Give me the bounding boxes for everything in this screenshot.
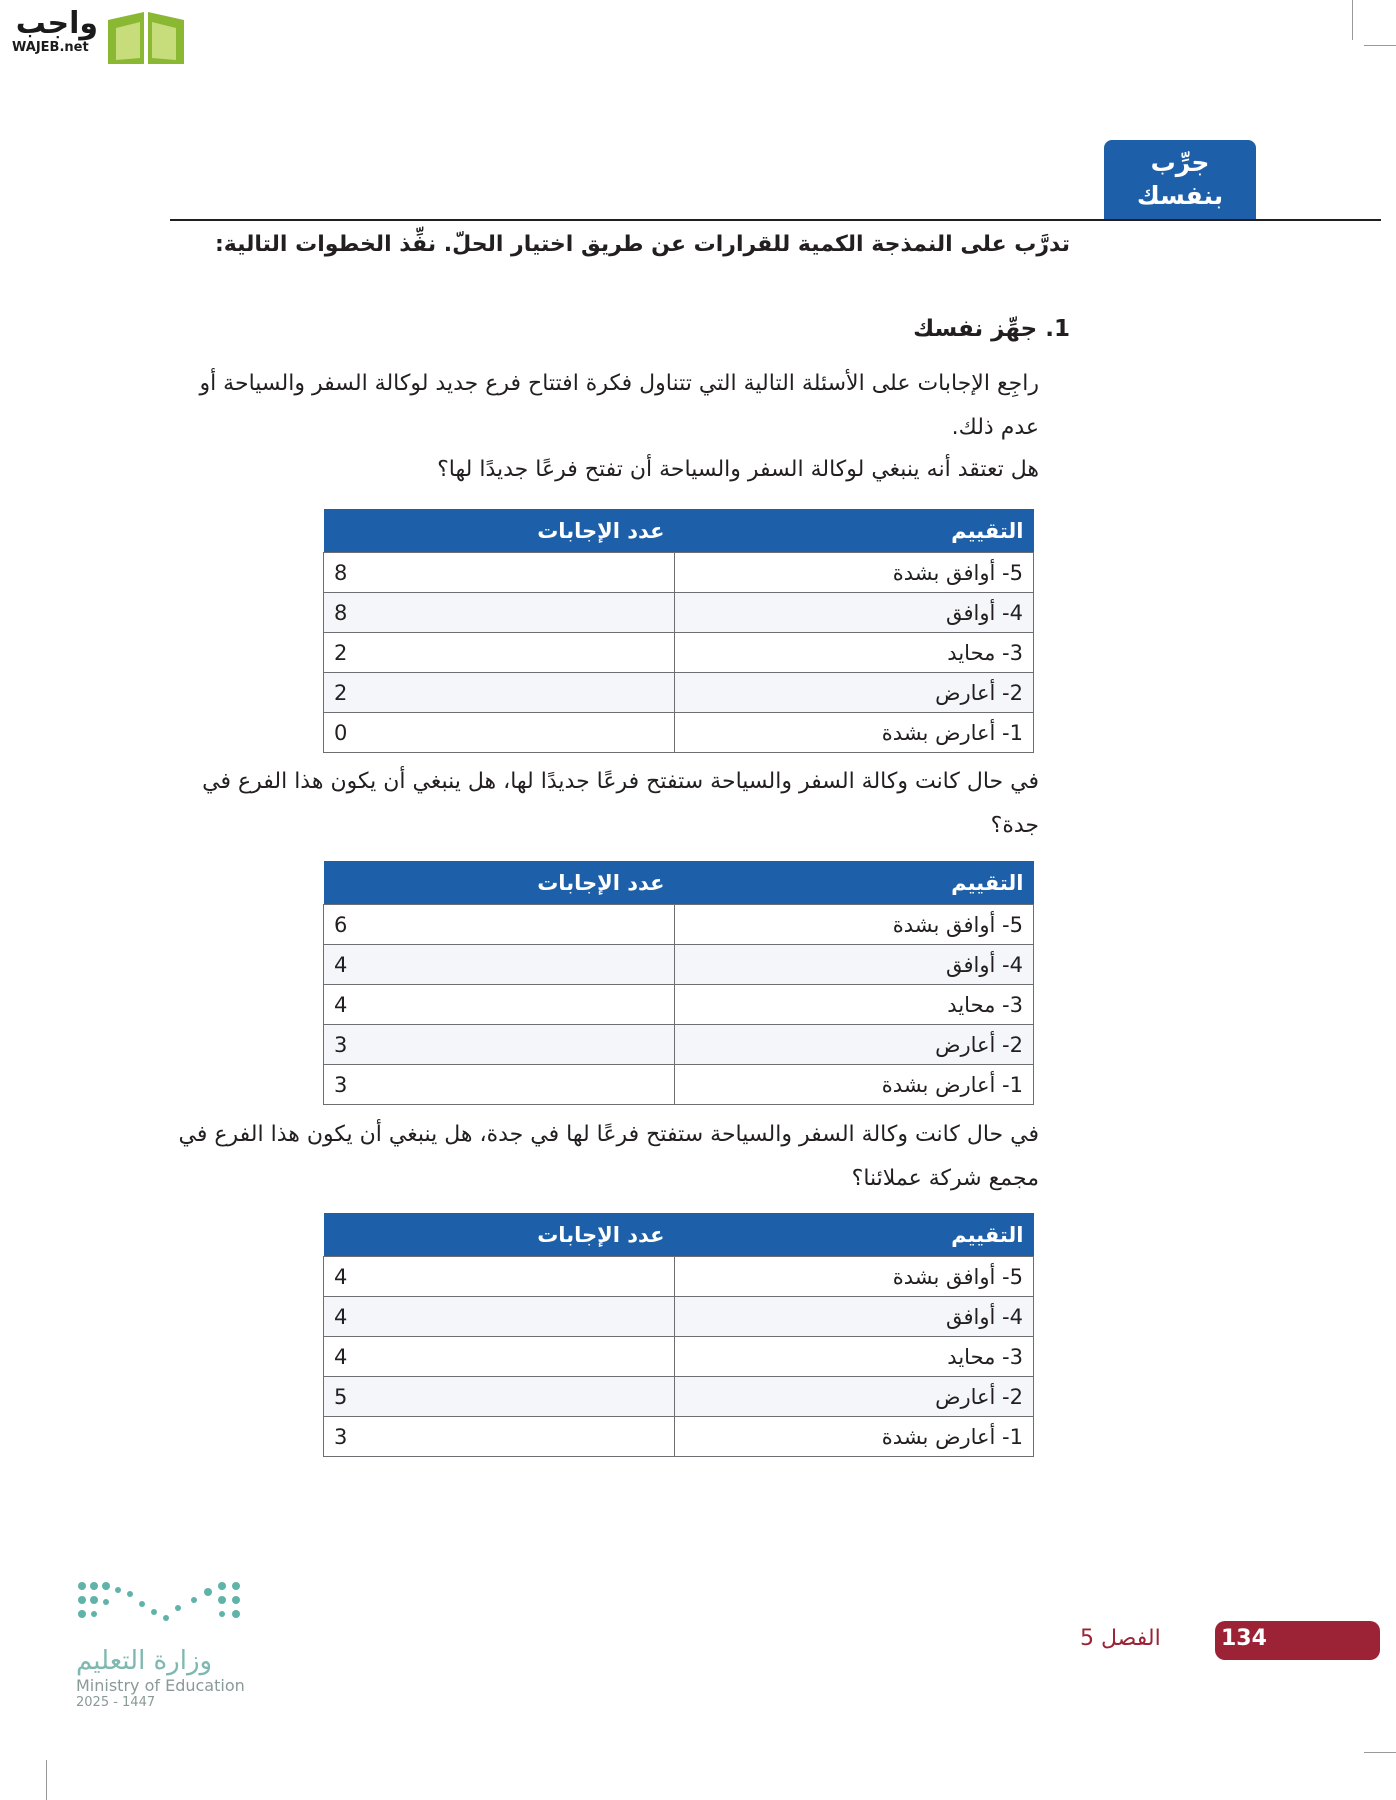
- ministry-emblem: [78, 1582, 240, 1621]
- rule: [170, 219, 1381, 221]
- response-count: 6: [323, 904, 675, 945]
- rating: 2- أعارض: [674, 672, 1034, 713]
- intro: تدرَّب على النمذجة الكمية للقرارات عن طر…: [215, 232, 1070, 257]
- response-count: 0: [323, 712, 675, 753]
- table-row: 2- أعارض 3: [323, 1024, 1034, 1065]
- response-count: 3: [323, 1064, 675, 1105]
- chapter: الفصل 5: [1080, 1626, 1161, 1651]
- table-row: 5- أوافق بشدة 8: [323, 552, 1034, 593]
- response-count: 8: [323, 552, 675, 593]
- rating: 4- أوافق: [674, 1296, 1034, 1337]
- page-number: 134: [1221, 1626, 1267, 1651]
- response-count: 4: [323, 944, 675, 985]
- table-row: 1- أعارض بشدة 3: [323, 1064, 1034, 1105]
- table-row: 5- أوافق بشدة 4: [323, 1256, 1034, 1297]
- table-row: 4- أوافق 4: [323, 944, 1034, 985]
- ministry-year: 2025 - 1447: [76, 1695, 156, 1710]
- logo-arabic: واجب: [15, 6, 98, 41]
- crop-mark: [46, 1760, 47, 1800]
- rating: 2- أعارض: [674, 1376, 1034, 1417]
- header-row: التقييم عدد الإجابات: [323, 861, 1034, 905]
- column-header: عدد الإجابات: [323, 1213, 675, 1257]
- rating: 1- أعارض بشدة: [674, 1416, 1034, 1457]
- response-count: 4: [323, 1336, 675, 1377]
- table-row: 3- محايد 4: [323, 984, 1034, 1025]
- rating: 1- أعارض بشدة: [674, 712, 1034, 753]
- response-count: 2: [323, 672, 675, 713]
- ministry-english: Ministry of Education: [76, 1676, 245, 1695]
- step-heading: 1. جهِّز نفسك: [913, 316, 1070, 342]
- question: في حال كانت وكالة السفر والسياحة ستفتح ف…: [202, 769, 1039, 838]
- rating: 5- أوافق بشدة: [674, 904, 1034, 945]
- rating: 5- أوافق بشدة: [674, 552, 1034, 593]
- table-row: 1- أعارض بشدة 3: [323, 1416, 1034, 1457]
- response-count: 4: [323, 984, 675, 1025]
- response-count: 3: [323, 1416, 675, 1457]
- rating: 3- محايد: [674, 1336, 1034, 1377]
- rating: 1- أعارض بشدة: [674, 1064, 1034, 1105]
- rating: 4- أوافق: [674, 944, 1034, 985]
- crop-mark: [1352, 0, 1353, 40]
- header-row: التقييم عدد الإجابات: [323, 1213, 1034, 1257]
- table-row: 3- محايد 4: [323, 1336, 1034, 1377]
- column-header: التقييم: [674, 861, 1034, 905]
- response-count: 5: [323, 1376, 675, 1417]
- response-count: 4: [323, 1296, 675, 1337]
- logo-book: [108, 12, 184, 64]
- rating: 3- محايد: [674, 632, 1034, 673]
- table-row: 2- أعارض 5: [323, 1376, 1034, 1417]
- column-header: التقييم: [674, 509, 1034, 553]
- column-header: التقييم: [674, 1213, 1034, 1257]
- page-pill: 134: [1215, 1621, 1380, 1660]
- column-header: عدد الإجابات: [323, 509, 675, 553]
- step-title: جهِّز نفسك: [913, 316, 1038, 342]
- table-row: 4- أوافق 4: [323, 1296, 1034, 1337]
- logo: واجب WAJEB.net: [12, 6, 98, 56]
- section-tab: جرِّب بنفسك: [1104, 140, 1256, 219]
- question: هل تعتقد أنه ينبغي لوكالة السفر والسياحة…: [437, 457, 1039, 482]
- crop-mark: [1364, 45, 1396, 46]
- table-row: 3- محايد 2: [323, 632, 1034, 673]
- step-number: 1.: [1045, 316, 1070, 342]
- table-row: 1- أعارض بشدة 0: [323, 712, 1034, 753]
- ratings-table: التقييم عدد الإجابات 5- أوافق بشدة 4 4- أواف…: [323, 1213, 1034, 1457]
- paragraph: راجِع الإجابات على الأسئلة التالية التي …: [199, 371, 1039, 440]
- ministry: وزارة التعليم Ministry of Education 2025…: [76, 1646, 246, 1710]
- ratings-table: التقييم عدد الإجابات 5- أوافق بشدة 6 4- أواف…: [323, 861, 1034, 1105]
- table-row: 2- أعارض 2: [323, 672, 1034, 713]
- rating: 3- محايد: [674, 984, 1034, 1025]
- ministry-arabic: وزارة التعليم: [76, 1646, 213, 1676]
- response-count: 2: [323, 632, 675, 673]
- table-row: 4- أوافق 8: [323, 592, 1034, 633]
- response-count: 4: [323, 1256, 675, 1297]
- column-header: عدد الإجابات: [323, 861, 675, 905]
- ratings-table: التقييم عدد الإجابات 5- أوافق بشدة 8 4- أواف…: [323, 509, 1034, 753]
- rating: 4- أوافق: [674, 592, 1034, 633]
- response-count: 3: [323, 1024, 675, 1065]
- rating: 5- أوافق بشدة: [674, 1256, 1034, 1297]
- crop-mark: [1364, 1752, 1396, 1753]
- header-row: التقييم عدد الإجابات: [323, 509, 1034, 553]
- question: في حال كانت وكالة السفر والسياحة ستفتح ف…: [178, 1122, 1039, 1191]
- tab-line: جرِّب: [1150, 148, 1210, 177]
- response-count: 8: [323, 592, 675, 633]
- tab-line: بنفسك: [1136, 181, 1224, 210]
- rating: 2- أعارض: [674, 1024, 1034, 1065]
- table-row: 5- أوافق بشدة 6: [323, 904, 1034, 945]
- logo-latin: WAJEB.net: [12, 40, 89, 55]
